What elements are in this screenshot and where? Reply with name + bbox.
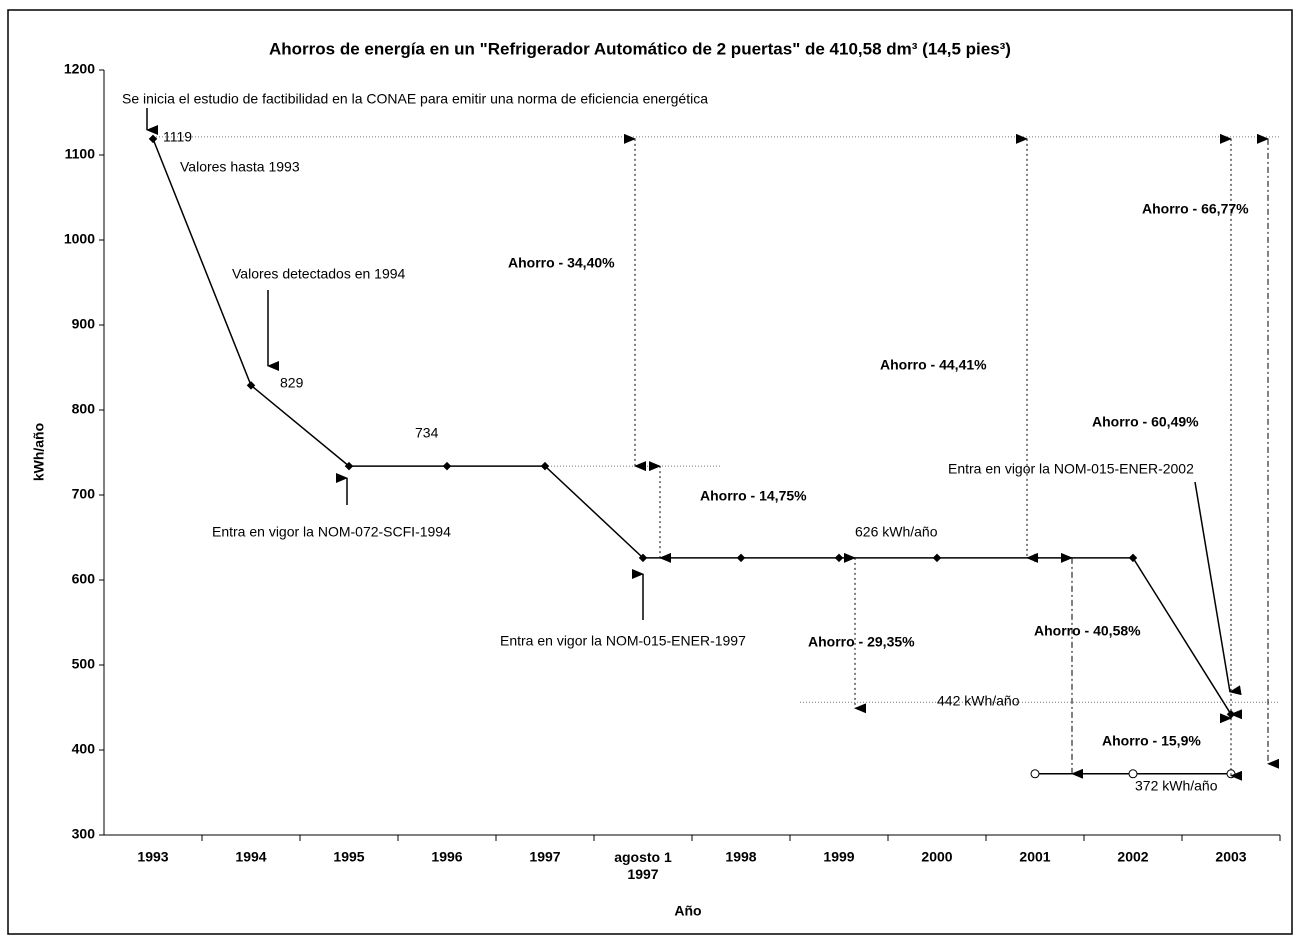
annotation: Entra en vigor la NOM-015-ENER-2002 [948,461,1194,477]
annotation: 442 kWh/año [937,693,1020,709]
savings-label: Ahorro - 40,58% [1034,623,1141,639]
annotation: 626 kWh/año [855,524,938,540]
x-tick-label: 1998 [725,849,756,865]
savings-label: Ahorro - 14,75% [700,488,807,504]
x-tick-label: 1996 [431,849,462,865]
x-tick-label: 1994 [235,849,266,865]
point [540,461,550,471]
y-tick-label: 1000 [64,231,95,247]
annotation: Entra en vigor la NOM-015-ENER-1997 [500,633,746,649]
x-tick-label: agosto 1 1997 [614,849,672,882]
annotation: Se inicia el estudio de factibilidad en … [122,91,708,107]
y-tick-label: 1100 [65,146,96,162]
point [1030,769,1040,779]
y-tick-label: 700 [72,486,96,502]
x-axis-label: Año [674,903,701,919]
point [736,553,746,563]
point [344,461,354,471]
annotation: 372 kWh/año [1135,778,1218,794]
savings-label: Ahorro - 44,41% [880,357,987,373]
y-tick-label: 400 [72,741,96,757]
savings-label: Ahorro - 66,77% [1142,201,1249,217]
point [1030,553,1040,563]
annotation: Entra en vigor la NOM-072-SCFI-1994 [212,524,451,540]
y-tick-label: 1200 [64,61,95,77]
point [834,553,844,563]
savings-label: Ahorro - 15,9% [1102,733,1201,749]
point [638,553,648,563]
x-tick-label: 1999 [823,849,854,865]
point [932,553,942,563]
x-tick-label: 2001 [1019,849,1050,865]
series-line [152,138,1232,715]
x-tick-label: 1995 [333,849,364,865]
x-tick-label: 1997 [529,849,560,865]
arrow [1194,481,1242,696]
x-tick-label: 1993 [137,849,168,865]
y-tick-label: 600 [72,571,96,587]
annotation: 734 [415,425,439,441]
savings-label: Ahorro - 60,49% [1092,414,1199,430]
point [148,134,158,144]
point [1128,553,1138,563]
annotation: 1119 [163,129,192,145]
savings-label: Ahorro - 34,40% [508,255,615,271]
annotation: Valores detectados en 1994 [232,266,406,282]
y-axis-label: kWh/año [31,423,47,481]
y-tick-label: 800 [72,401,96,417]
x-tick-label: 2000 [921,849,952,865]
annotation: Valores hasta 1993 [180,159,300,175]
y-tick-label: 300 [72,826,96,842]
chart-title: Ahorros de energía en un "Refrigerador A… [269,39,1011,58]
savings-label: Ahorro - 29,35% [808,634,915,650]
y-tick-label: 900 [72,316,96,332]
x-tick-label: 2002 [1117,849,1148,865]
x-tick-label: 2003 [1215,849,1246,865]
frame [7,9,1293,935]
y-tick-label: 500 [72,656,96,672]
annotation: 829 [280,375,304,391]
point [246,381,256,390]
point [1128,769,1138,779]
point [442,461,452,471]
